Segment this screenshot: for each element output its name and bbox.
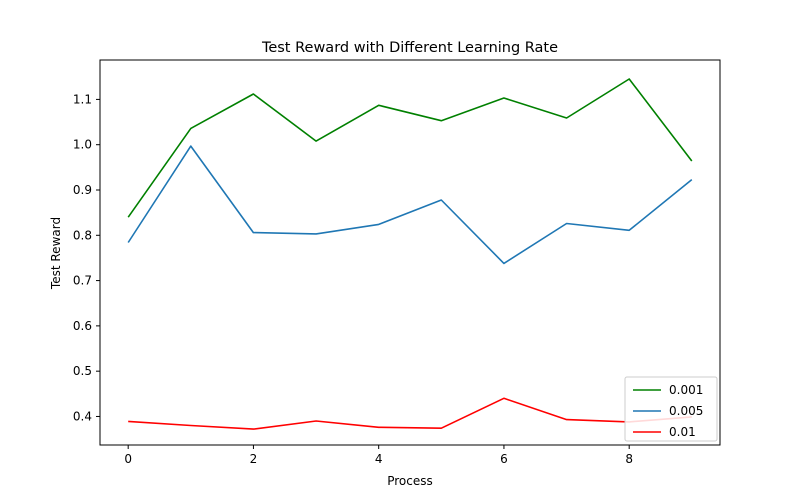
y-tick-label-1.1: 1.1 [73,92,92,106]
x-tick-label-0: 0 [124,452,132,466]
y-tick-label-0.6: 0.6 [73,319,92,333]
legend-label-0: 0.001 [669,383,703,397]
y-tick-label-0.5: 0.5 [73,364,92,378]
plot-frame [99,59,721,446]
y-axis-title: Test Reward [49,217,63,290]
y-tick-label-0.9: 0.9 [73,183,92,197]
y-tick-label-1: 1.0 [73,138,92,152]
x-tick-label-8: 8 [625,452,633,466]
legend-label-1: 0.005 [669,404,703,418]
legend-label-2: 0.01 [669,425,696,439]
plot-area: 0 2 4 6 8 0.4 0.5 0.6 0.7 0.8 0.9 1.0 1.1 0.001 0.005 0… [73,59,721,466]
y-tick-label-0.8: 0.8 [73,228,92,242]
series-line-0 [127,78,693,218]
y-tick-label-0.7: 0.7 [73,274,92,288]
legend-box [624,376,718,442]
x-axis-title: Process [387,474,433,488]
x-tick-label-4: 4 [375,452,383,466]
chart-title: Test Reward with Different Learning Rate [261,40,558,56]
x-tick-label-2: 2 [250,452,258,466]
x-tick-label-6: 6 [500,452,508,466]
y-tick-label-0.4: 0.4 [73,409,92,423]
series-line-1 [127,145,693,265]
series-line-2 [128,397,692,430]
